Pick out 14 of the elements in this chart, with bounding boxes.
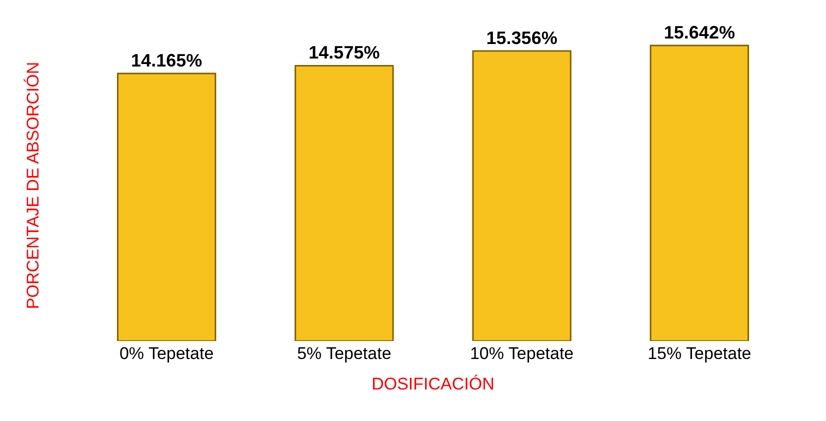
x-tick-label: 5% Tepetate — [297, 344, 392, 363]
data-label: 15.642% — [664, 22, 735, 43]
data-label: 15.356% — [486, 28, 558, 48]
data-label: 14.165% — [131, 50, 202, 70]
x-axis-title: DOSIFICACIÓN — [372, 374, 494, 394]
data-label: 14.575% — [308, 42, 380, 63]
bar — [472, 50, 572, 341]
bar — [116, 72, 216, 341]
x-tick-label: 15% Tepetate — [648, 344, 752, 363]
bar — [294, 64, 394, 341]
x-tick-label: 10% Tepetate — [470, 344, 574, 363]
y-axis-title: PORCENTAJE DE ABSORCIÓN — [24, 62, 43, 310]
x-tick-label: 0% Tepetate — [119, 344, 214, 363]
bar — [650, 44, 750, 341]
